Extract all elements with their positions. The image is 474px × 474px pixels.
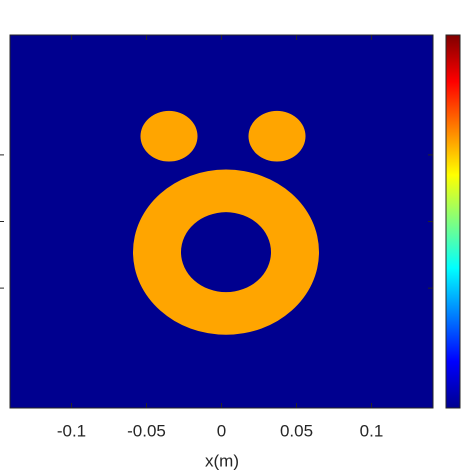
plot-background bbox=[10, 35, 433, 408]
x-axis-label: x(m) bbox=[205, 451, 239, 470]
colorbar bbox=[445, 34, 461, 409]
x-tick-label: 0.05 bbox=[280, 421, 313, 440]
ring bbox=[133, 169, 319, 335]
x-tick-label: 0.1 bbox=[360, 421, 384, 440]
disk bbox=[140, 110, 198, 162]
x-tick-label: 0 bbox=[217, 421, 226, 440]
x-tick-label: -0.05 bbox=[127, 421, 166, 440]
x-tick-label: -0.1 bbox=[57, 421, 86, 440]
disk bbox=[248, 110, 306, 162]
